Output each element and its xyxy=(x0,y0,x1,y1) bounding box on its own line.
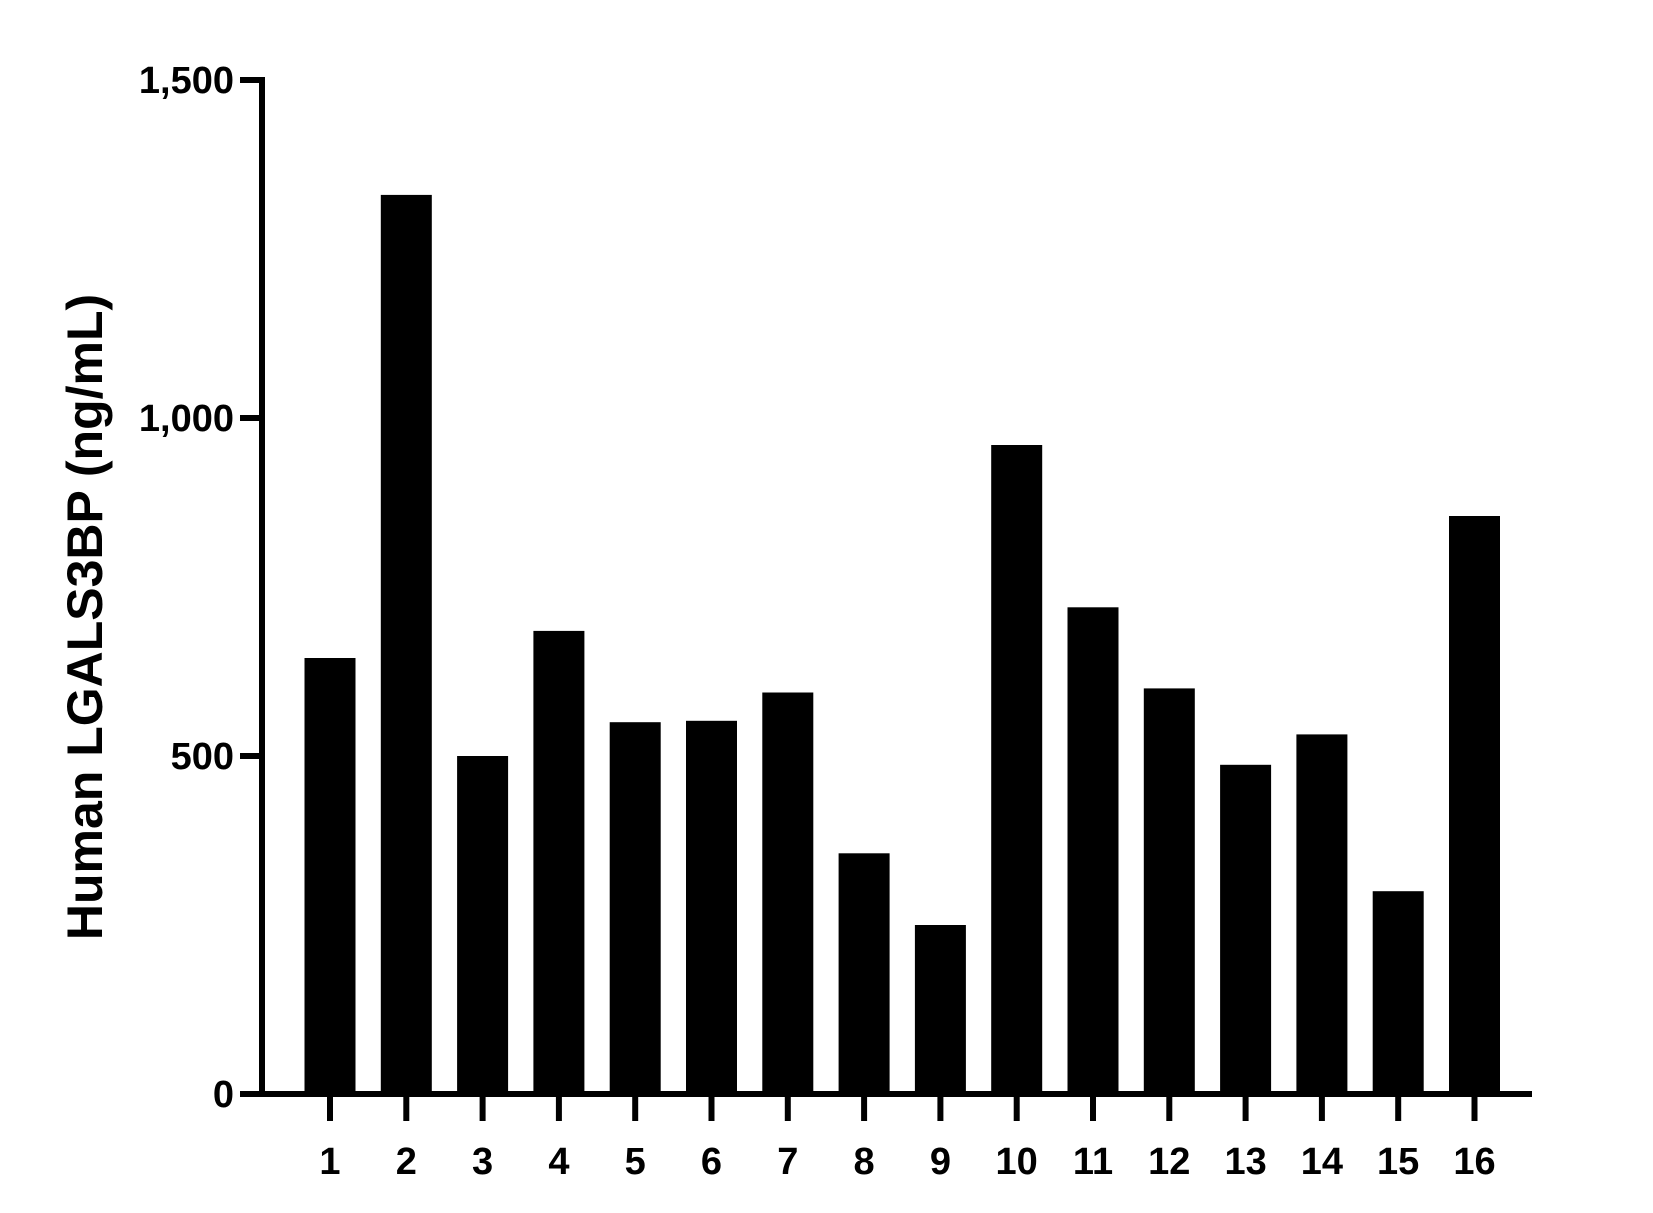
bar-5 xyxy=(609,722,661,1094)
bar-3 xyxy=(457,756,509,1094)
x-ticks: 1 2 3 4 5 6 7 8 9 10 11 12 13 14 15 16 xyxy=(319,1094,1496,1183)
x-tick-label: 12 xyxy=(1148,1141,1190,1183)
x-tick-label: 1 xyxy=(319,1141,340,1183)
x-tick-label: 5 xyxy=(625,1141,646,1183)
bar-15 xyxy=(1372,891,1424,1094)
bar-13 xyxy=(1220,764,1272,1094)
x-tick-label: 7 xyxy=(777,1141,798,1183)
bar-14 xyxy=(1296,734,1348,1094)
y-tick-label: 0 xyxy=(213,1074,234,1116)
bars-layer xyxy=(304,194,1500,1094)
y-tick-label: 1,500 xyxy=(139,60,234,102)
bar-7 xyxy=(762,692,814,1094)
bar-16 xyxy=(1449,516,1500,1094)
x-tick-label: 4 xyxy=(548,1141,569,1183)
bar-12 xyxy=(1143,688,1195,1094)
bar-2 xyxy=(380,194,432,1094)
y-tick-label: 1,000 xyxy=(139,398,234,440)
x-tick-label: 11 xyxy=(1073,1141,1113,1183)
y-tick-label: 500 xyxy=(171,736,234,778)
x-tick-label: 13 xyxy=(1224,1141,1266,1183)
bar-11 xyxy=(1067,607,1119,1094)
x-tick-label: 9 xyxy=(930,1141,951,1183)
bar-1 xyxy=(304,658,356,1094)
x-tick-label: 15 xyxy=(1377,1141,1419,1183)
x-tick-label: 6 xyxy=(701,1141,722,1183)
y-axis-label: Human LGALS3BP (ng/mL) xyxy=(57,294,113,940)
y-ticks: 0 500 1,000 1,500 xyxy=(139,60,262,1116)
x-tick-label: 16 xyxy=(1453,1141,1495,1183)
bar-9 xyxy=(914,925,966,1094)
x-tick-label: 2 xyxy=(396,1141,417,1183)
x-tick-label: 10 xyxy=(996,1141,1038,1183)
x-tick-label: 14 xyxy=(1301,1141,1343,1183)
bar-10 xyxy=(991,445,1043,1094)
bar-6 xyxy=(686,720,737,1094)
x-tick-label: 3 xyxy=(472,1141,493,1183)
bar-8 xyxy=(838,853,890,1094)
x-tick-label: 8 xyxy=(854,1141,875,1183)
bar-4 xyxy=(533,630,585,1094)
